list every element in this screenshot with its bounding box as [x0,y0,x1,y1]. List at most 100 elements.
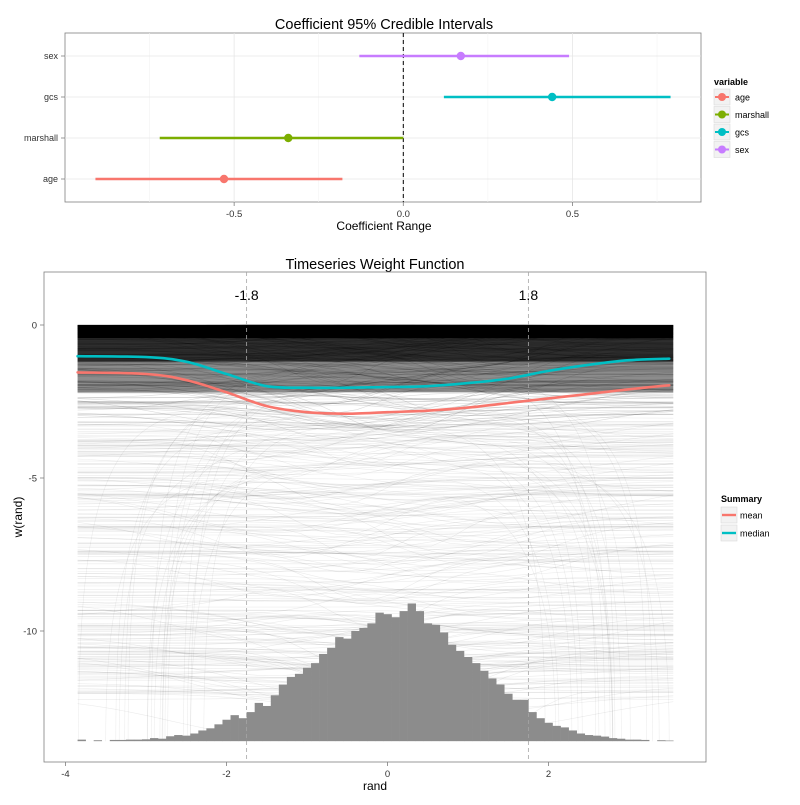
histogram-bar [247,712,255,741]
histogram-bar [657,740,665,741]
histogram-bar [496,685,504,742]
histogram-bar [174,735,182,741]
coefficient-legend-title: variable [714,77,748,87]
histogram-bar [182,736,190,742]
histogram-bar [110,740,118,741]
histogram-bar [94,740,102,741]
histogram-bar [392,617,400,741]
histogram-bar [665,741,673,742]
histogram-bar [416,611,424,741]
interval-point-gcs [548,93,556,101]
histogram-bar [343,639,351,742]
legend-label-age: age [735,93,750,103]
histogram-bar [231,715,239,741]
histogram-bar [617,739,625,741]
histogram-bar [311,663,319,741]
histogram-bar [448,645,456,741]
histogram-bar [287,677,295,741]
histogram-bar [222,720,230,741]
histogram-bar [504,694,512,741]
histogram-bar [553,726,561,741]
coefficient-plot-panel [65,33,701,202]
histogram-bar [601,737,609,742]
weight-x-axis-label: rand [363,779,387,793]
legend-label-sex: sex [735,145,750,155]
histogram-bar [367,623,375,741]
x-tick-label: 0.5 [566,209,579,220]
histogram-bar [585,735,593,741]
histogram-bar [327,648,335,741]
histogram-bar [271,695,279,741]
histogram-bar [142,739,150,741]
histogram-bar [520,700,528,741]
histogram-bar [214,724,222,741]
threshold-label: 1.8 [519,287,539,303]
y-tick-label-sex: sex [44,51,59,61]
histogram-bar [609,738,617,741]
legend-key-point-age [718,93,726,101]
x-tick-label: -4 [61,769,69,780]
histogram-bar [375,613,383,742]
legend-key-point-marshall [718,111,726,119]
histogram-bar [78,740,86,742]
interval-point-marshall [284,134,292,142]
histogram-bar [351,631,359,741]
legend-label-mean: mean [740,511,763,521]
histogram-bar [456,651,464,741]
histogram-bar [239,718,247,741]
coefficient-x-axis-label: Coefficient Range [336,219,432,233]
y-tick-label-marshall: marshall [24,133,58,143]
y-tick-label-age: age [43,174,58,184]
weight-y-axis-label: w(rand) [11,497,25,539]
histogram-bar [528,712,536,741]
summary-legend-title: Summary [721,494,762,504]
threshold-label: -1.8 [235,287,259,303]
histogram-bar [134,740,142,742]
histogram-bar [464,657,472,741]
legend-key-point-sex [718,146,726,154]
legend-label-median: median [740,529,770,539]
histogram-bar [488,678,496,741]
histogram-bar [150,738,158,741]
legend-key-point-gcs [718,128,726,136]
histogram-bar [335,637,343,741]
y-tick-label-gcs: gcs [44,92,59,102]
x-tick-label: -2 [222,769,230,780]
histogram-bar [480,671,488,741]
histogram-bar [440,633,448,742]
legend-label-gcs: gcs [735,128,750,138]
histogram-bar [279,685,287,742]
histogram-bar [359,628,367,741]
histogram-bar [561,727,569,741]
histogram-bar [166,736,174,741]
histogram-bar [625,740,633,742]
interval-point-age [220,175,228,183]
legend-label-marshall: marshall [735,110,769,120]
histogram-bar [544,723,552,741]
histogram-bar [633,740,641,742]
histogram-bar [190,734,198,742]
y-tick-label: 0 [32,321,37,332]
x-tick-label: -0.5 [226,209,242,220]
histogram-bar [383,614,391,741]
histogram-bar [126,740,134,742]
histogram-bar [408,603,416,741]
y-tick-label: -10 [23,627,37,638]
histogram-bar [118,740,126,741]
histogram-bar [472,663,480,741]
x-tick-label: 2 [546,769,551,780]
y-tick-label: -5 [29,474,37,485]
histogram-bar [569,730,577,741]
histogram-bar [263,706,271,741]
histogram-bar [158,739,166,741]
histogram-bar [295,674,303,741]
histogram-bar [424,623,432,741]
histogram-bar [206,728,214,741]
interval-point-sex [457,52,465,60]
histogram-bar [512,700,520,741]
histogram-bar [536,718,544,741]
histogram-bar [400,611,408,741]
histogram-bar [198,730,206,741]
